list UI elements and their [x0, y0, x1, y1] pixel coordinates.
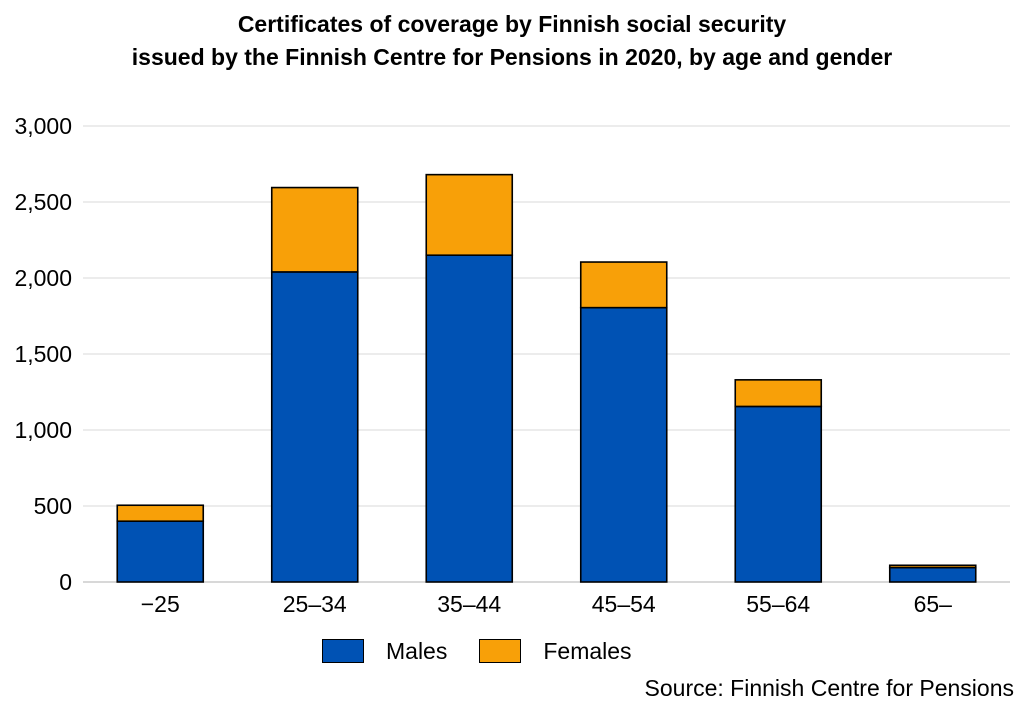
x-tick-label: 25–34: [283, 591, 347, 617]
x-tick-label: −25: [141, 591, 180, 617]
x-tick-label: 35–44: [437, 591, 501, 617]
bar-males-2: [425, 254, 514, 583]
chart-title: Certificates of coverage by Finnish soci…: [0, 8, 1024, 74]
y-tick-label: 1,500: [14, 341, 72, 367]
x-tick-label: 55–64: [746, 591, 810, 617]
bar-males-0: [116, 520, 205, 583]
legend-label-males: Males: [386, 637, 448, 664]
y-tick-label: 1,000: [14, 417, 72, 443]
legend-item-females: Females: [479, 637, 632, 665]
x-tick-label: 65–: [914, 591, 953, 617]
bar-males-4: [734, 405, 823, 583]
legend-label-females: Females: [543, 637, 632, 664]
bar-males-3: [579, 306, 668, 583]
y-tick-label: 500: [34, 493, 72, 519]
bar-males-5: [888, 566, 977, 583]
legend-item-males: Males: [322, 638, 447, 665]
y-tick-label: 0: [59, 569, 72, 595]
chart-title-line-1: Certificates of coverage by Finnish soci…: [237, 11, 787, 37]
chart-title-line-2: issued by the Finnish Centre for Pension…: [131, 44, 893, 70]
bar-females-4: [734, 379, 823, 408]
source-note: Source: Finnish Centre for Pensions: [644, 675, 1014, 701]
x-tick-label: 45–54: [592, 591, 656, 617]
legend: Males Females: [322, 636, 664, 666]
y-tick-label: 3,000: [14, 113, 72, 139]
bar-females-3: [579, 261, 668, 309]
bar-males-1: [270, 271, 359, 583]
legend-swatch-females: [479, 639, 522, 663]
bar-females-5: [888, 564, 977, 569]
bar-females-1: [270, 186, 359, 273]
y-tick-label: 2,500: [14, 189, 72, 215]
legend-swatch-males: [322, 639, 364, 663]
y-tick-label: 2,000: [14, 265, 72, 291]
bar-females-2: [425, 173, 514, 256]
bar-females-0: [116, 504, 205, 522]
